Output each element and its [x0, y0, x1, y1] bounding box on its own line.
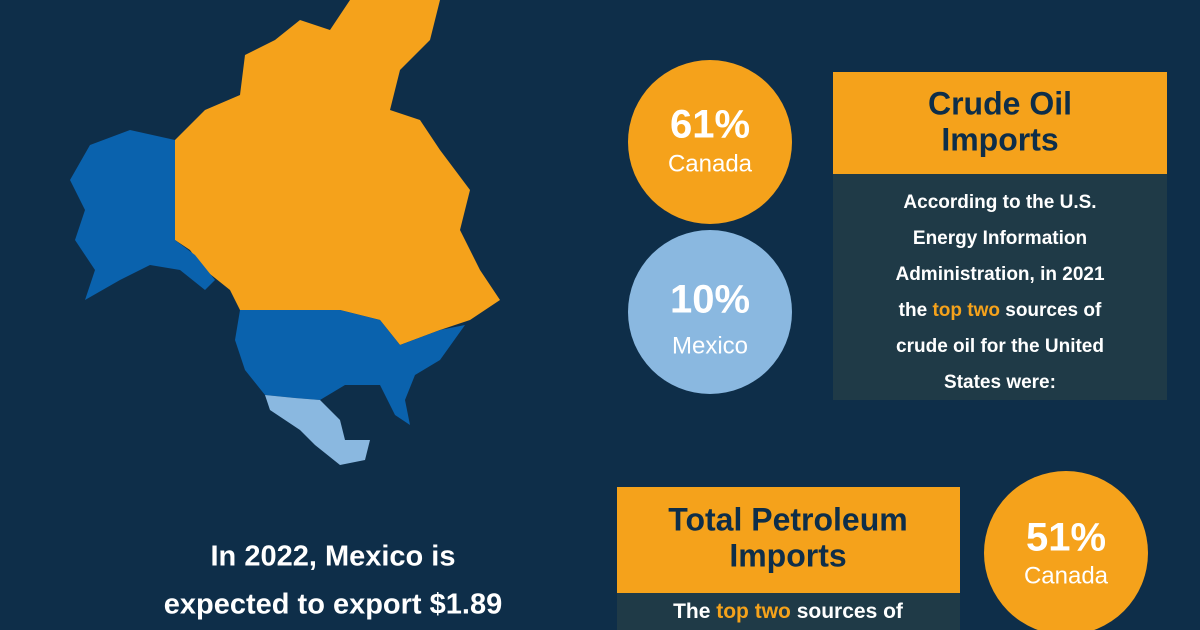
canada-circle [984, 471, 1148, 630]
canada [175, 0, 500, 345]
country: Mexico [672, 332, 748, 359]
country: Canada [668, 150, 753, 177]
percent: 10% [670, 278, 750, 322]
body-line: crude oil for the United [896, 336, 1104, 357]
body-box [617, 593, 960, 630]
body-line: the top two sources of [899, 300, 1102, 321]
text: sources of [791, 600, 904, 623]
highlight: top two [932, 300, 1000, 321]
body-line: The top two sources of [673, 600, 904, 623]
united-states [235, 310, 465, 425]
note-line: In 2022, Mexico is [210, 541, 455, 573]
header-box [833, 72, 1167, 174]
note-line: expected to export $1.89 [164, 589, 502, 621]
body-line: States were: [944, 372, 1056, 393]
map [70, 0, 500, 465]
body-text: According to the U.S. Energy Information A… [895, 192, 1104, 393]
mexico [265, 395, 370, 465]
header: Imports [729, 537, 846, 573]
percent: 51% [1026, 516, 1106, 560]
body-line: According to the U.S. [903, 192, 1096, 213]
header: Total Petroleum [668, 501, 907, 537]
text: the [899, 300, 933, 321]
header: Crude Oil [928, 85, 1072, 121]
mexico-circle [628, 230, 792, 394]
body-line: Administration, in 2021 [895, 264, 1104, 285]
country: Canada [1024, 562, 1109, 589]
text: sources of [1000, 300, 1102, 321]
text: The [673, 600, 716, 623]
header-box [617, 487, 960, 593]
alaska [70, 130, 215, 300]
header: Imports [941, 121, 1058, 157]
percent: 61% [670, 103, 750, 147]
highlight: top two [716, 600, 791, 623]
body-box [833, 174, 1167, 400]
canada-circle [628, 60, 792, 224]
body-line: Energy Information [913, 228, 1087, 249]
